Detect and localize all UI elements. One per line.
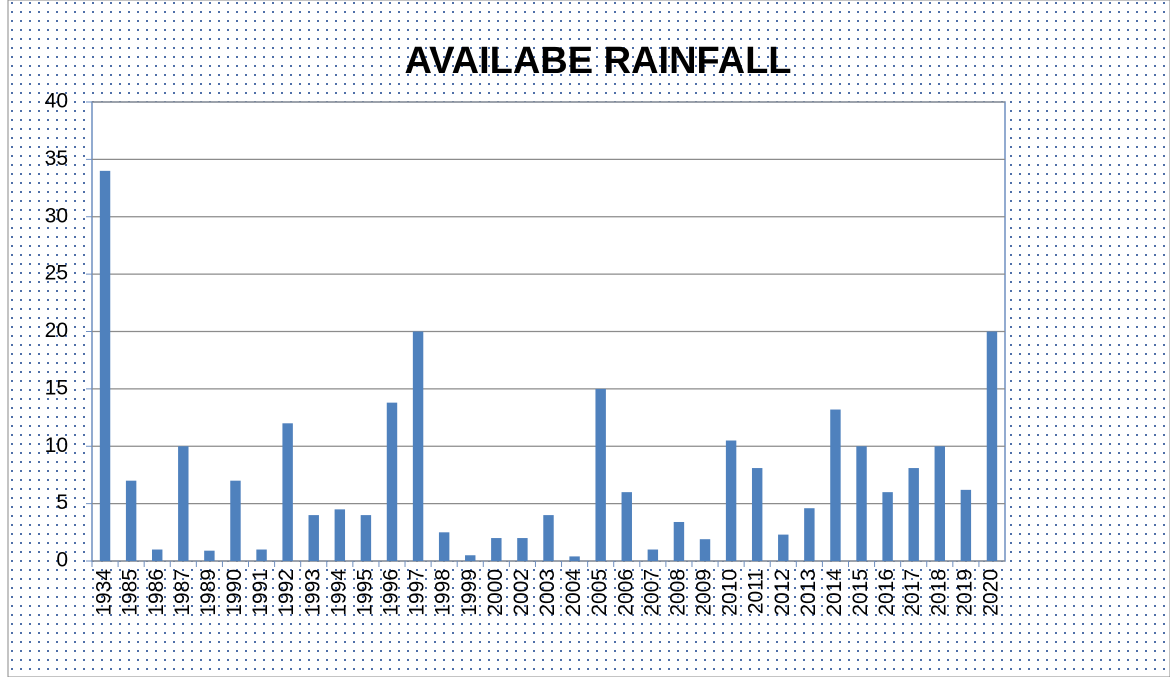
x-tick-label: 2002	[510, 569, 533, 616]
x-tick-label: 1994	[327, 569, 350, 616]
y-tick-label: 15	[45, 376, 68, 399]
x-tick-label: 2011	[745, 569, 768, 614]
y-tick-label: 0	[56, 549, 68, 572]
bar	[360, 515, 372, 561]
y-tick-label: 30	[45, 204, 68, 227]
bar	[725, 440, 737, 561]
bar	[125, 480, 137, 561]
x-tick-label: 1990	[223, 569, 246, 616]
x-tick-label: 1995	[353, 569, 376, 616]
x-tick-label: 2009	[693, 569, 716, 616]
bar	[282, 423, 293, 561]
bar	[673, 521, 685, 561]
x-tick-label: 2008	[666, 569, 689, 616]
y-tick-label: 40	[45, 90, 68, 113]
bar	[569, 556, 580, 561]
bar	[986, 331, 998, 561]
x-tick-label: 1987	[171, 569, 194, 616]
x-tick-label: 1986	[145, 569, 168, 616]
bar	[178, 446, 189, 561]
bar	[465, 555, 476, 561]
bar	[908, 468, 919, 561]
y-tick-label: 20	[45, 319, 68, 342]
bar	[204, 550, 215, 561]
bar	[308, 515, 319, 561]
x-tick-label: 1991	[249, 569, 272, 616]
bar	[960, 489, 972, 561]
bar	[230, 480, 241, 561]
x-tick-label: 1934	[93, 569, 116, 616]
x-tick-label: 1999	[458, 569, 481, 616]
bar	[699, 539, 711, 561]
x-tick-label: 1992	[275, 569, 298, 616]
bar	[99, 170, 111, 561]
y-tick-label: 5	[56, 491, 68, 514]
y-tick-label: 35	[45, 147, 68, 170]
bar	[595, 388, 606, 561]
x-tick-label: 2003	[536, 569, 559, 616]
bar	[830, 409, 841, 561]
bar	[856, 446, 867, 561]
x-tick-label: 2013	[797, 569, 820, 616]
bar	[543, 515, 554, 561]
bar	[334, 509, 346, 561]
x-tick-label: 2004	[562, 569, 585, 616]
x-tick-label: 1993	[301, 569, 324, 616]
x-tick-label: 2005	[588, 569, 611, 616]
x-tick-label: 2010	[719, 569, 742, 616]
x-tick-label: 1996	[380, 569, 403, 616]
x-tick-label: 2000	[484, 569, 507, 616]
x-tick-label: 2015	[849, 569, 872, 616]
x-tick-label: 2017	[901, 569, 924, 616]
bar	[778, 534, 789, 561]
bar	[412, 331, 424, 561]
x-tick-label: 1998	[432, 569, 455, 616]
bar	[647, 549, 659, 561]
bar	[491, 538, 502, 561]
x-tick-label: 1985	[119, 569, 142, 616]
x-tick-label: 2016	[875, 569, 898, 616]
bar	[882, 492, 893, 561]
bar	[621, 492, 632, 561]
x-tick-label: 2006	[614, 569, 637, 616]
y-tick-label: 10	[45, 434, 68, 457]
x-tick-label: 2012	[771, 569, 794, 616]
bar	[517, 538, 528, 561]
x-tick-label: 2014	[823, 569, 846, 616]
x-tick-label: 2019	[953, 569, 976, 616]
bar	[151, 549, 163, 561]
x-tick-label: 1989	[197, 569, 220, 616]
bar	[751, 468, 763, 561]
x-tick-label: 2018	[927, 569, 950, 616]
x-tick-label: 1997	[406, 569, 429, 616]
bar	[804, 508, 815, 561]
bar	[934, 446, 946, 561]
x-tick-label: 2020	[980, 569, 1003, 616]
bar	[256, 549, 267, 561]
bar	[386, 402, 398, 561]
y-tick-label: 25	[45, 262, 68, 285]
x-tick-label: 2007	[640, 569, 663, 616]
chart-title: AVAILABE RAINFALL	[404, 40, 791, 82]
bar	[438, 532, 450, 561]
